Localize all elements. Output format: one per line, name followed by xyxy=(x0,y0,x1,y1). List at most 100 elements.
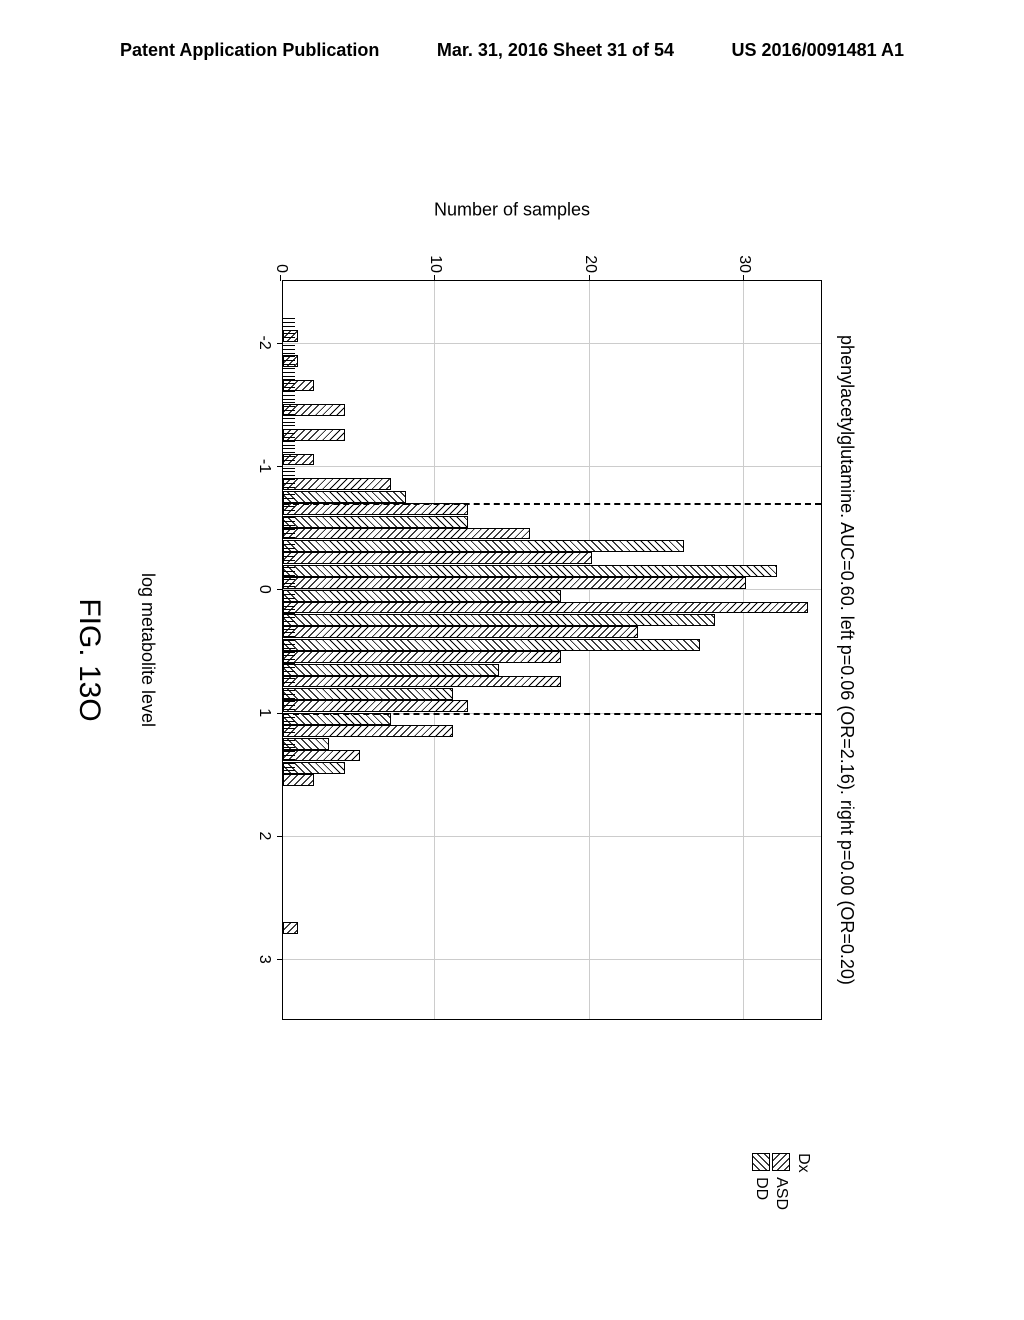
legend-swatch-asd xyxy=(772,1153,790,1171)
rug-tick xyxy=(283,705,295,706)
bar-dd xyxy=(283,664,499,676)
rug-tick xyxy=(283,517,295,518)
rug-tick xyxy=(283,318,295,319)
rug-tick xyxy=(283,337,295,338)
rug-tick xyxy=(283,498,295,499)
legend-swatch-dd xyxy=(752,1153,770,1171)
legend-item-dd: DD xyxy=(752,1153,770,1210)
rug-tick xyxy=(283,445,295,446)
rug-tick xyxy=(283,655,295,656)
bar-asd xyxy=(283,922,298,934)
rug-tick xyxy=(283,506,295,507)
x-tick-label: -2 xyxy=(255,336,273,350)
y-tick xyxy=(434,275,435,281)
x-tick-label: 0 xyxy=(255,585,273,594)
bar-dd xyxy=(283,491,406,503)
rug-tick xyxy=(283,602,295,603)
rug-tick xyxy=(283,770,295,771)
rug-tick xyxy=(283,563,295,564)
bar-dd xyxy=(283,688,453,700)
rug-tick xyxy=(283,613,295,614)
bar-asd xyxy=(283,700,468,712)
rug-tick xyxy=(283,636,295,637)
y-tick xyxy=(280,275,281,281)
rug-tick xyxy=(283,698,295,699)
x-tick-label: 3 xyxy=(255,955,273,964)
rug-tick xyxy=(283,471,295,472)
rug-tick xyxy=(283,537,295,538)
rug-tick xyxy=(283,571,295,572)
rug-tick xyxy=(283,452,295,453)
rug-tick xyxy=(283,763,295,764)
rug-tick xyxy=(283,728,295,729)
legend-title: Dx xyxy=(794,1153,812,1210)
header-right: US 2016/0091481 A1 xyxy=(732,40,904,61)
bar-dd xyxy=(283,762,345,774)
rug-tick xyxy=(283,414,295,415)
gridline-v xyxy=(283,836,821,837)
rug-tick xyxy=(283,322,295,323)
rug-tick xyxy=(283,410,295,411)
rug-tick xyxy=(283,353,295,354)
rug-tick xyxy=(283,755,295,756)
rug-tick xyxy=(283,448,295,449)
header-left: Patent Application Publication xyxy=(120,40,379,61)
bar-dd xyxy=(283,565,777,577)
rug-tick xyxy=(283,356,295,357)
rug-tick xyxy=(283,510,295,511)
rug-tick xyxy=(283,376,295,377)
x-tick xyxy=(277,959,283,960)
bar-asd xyxy=(283,478,391,490)
rug-tick xyxy=(283,379,295,380)
rug-tick xyxy=(283,736,295,737)
rug-tick xyxy=(283,575,295,576)
y-tick-label: 0 xyxy=(272,233,290,273)
rug-tick xyxy=(283,544,295,545)
y-tick xyxy=(589,275,590,281)
rug-tick xyxy=(283,644,295,645)
rug-tick xyxy=(283,751,295,752)
rug-tick xyxy=(283,406,295,407)
rug-tick xyxy=(283,648,295,649)
bar-dd xyxy=(283,614,715,626)
rug-tick xyxy=(283,579,295,580)
bar-asd xyxy=(283,725,453,737)
rug-tick xyxy=(283,437,295,438)
x-tick-label: 1 xyxy=(255,708,273,717)
rug-tick xyxy=(283,598,295,599)
legend-label-dd: DD xyxy=(752,1177,770,1200)
bar-asd xyxy=(283,626,638,638)
plot-area: 0102030-2-10123 xyxy=(282,280,822,1020)
bar-dd xyxy=(283,590,561,602)
x-tick xyxy=(277,343,283,344)
rug-tick xyxy=(283,433,295,434)
rug-tick xyxy=(283,560,295,561)
rug-tick xyxy=(283,372,295,373)
rug-tick xyxy=(283,399,295,400)
rug-tick xyxy=(283,391,295,392)
y-tick-label: 30 xyxy=(735,233,753,273)
rug-tick xyxy=(283,652,295,653)
legend-label-asd: ASD xyxy=(772,1177,790,1210)
y-axis-title: Number of samples xyxy=(434,200,590,221)
bar-asd xyxy=(283,528,530,540)
rug-tick xyxy=(283,441,295,442)
rug-tick xyxy=(283,341,295,342)
bar-asd xyxy=(283,552,592,564)
rug-tick xyxy=(283,717,295,718)
rug-tick xyxy=(283,659,295,660)
rug-tick xyxy=(283,418,295,419)
rug-tick xyxy=(283,617,295,618)
y-tick-label: 10 xyxy=(426,233,444,273)
cutoff-line xyxy=(283,503,821,505)
page-header: Patent Application Publication Mar. 31, … xyxy=(0,40,1024,61)
rug-tick xyxy=(283,460,295,461)
rug-tick xyxy=(283,468,295,469)
rug-tick xyxy=(283,456,295,457)
rug-tick xyxy=(283,402,295,403)
rug-tick xyxy=(283,364,295,365)
rug-tick xyxy=(283,701,295,702)
rug-tick xyxy=(283,333,295,334)
rug-tick xyxy=(283,502,295,503)
rug-tick xyxy=(283,395,295,396)
